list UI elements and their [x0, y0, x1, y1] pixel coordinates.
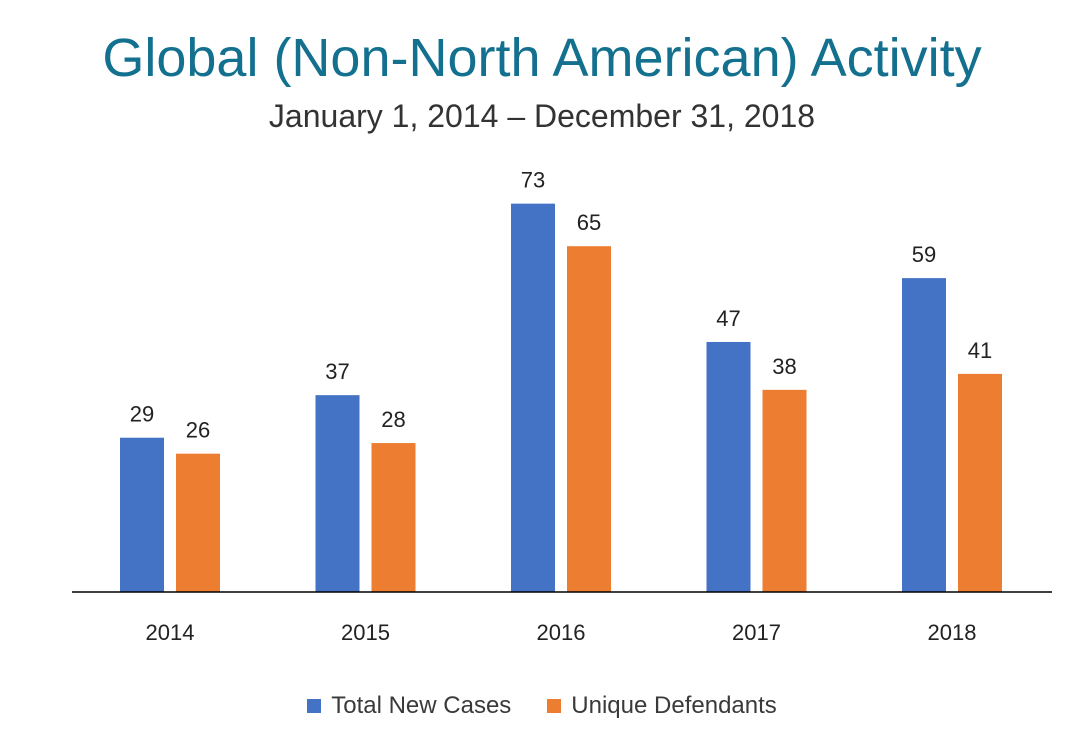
- x-tick-label-2018: 2018: [928, 620, 977, 645]
- legend-item-unique-defendants: Unique Defendants: [547, 692, 777, 720]
- data-label-unique-defendants-2014: 26: [186, 418, 210, 443]
- x-tick-label-2017: 2017: [732, 620, 781, 645]
- data-label-total-new-cases-2014: 29: [130, 402, 154, 427]
- bar-total-new-cases-2017: [706, 341, 751, 592]
- x-tick-label-2014: 2014: [146, 620, 195, 645]
- bar-unique-defendants-2014: [176, 453, 220, 592]
- data-label-total-new-cases-2015: 37: [325, 359, 349, 384]
- data-label-unique-defendants-2018: 41: [968, 338, 992, 363]
- legend-swatch-unique-defendants: [547, 699, 562, 713]
- chart-title: Global (Non-North American) Activity: [102, 28, 982, 88]
- data-label-unique-defendants-2017: 38: [772, 354, 796, 379]
- data-label-total-new-cases-2018: 59: [912, 242, 936, 267]
- legend-swatch-total-new-cases: [307, 699, 322, 713]
- bar-unique-defendants-2015: [371, 443, 416, 592]
- legend-label-unique-defendants: Unique Defendants: [571, 692, 777, 719]
- x-tick-label-2016: 2016: [537, 620, 586, 645]
- x-tick-label-2015: 2015: [341, 620, 390, 645]
- data-label-total-new-cases-2016: 73: [521, 168, 545, 193]
- data-label-total-new-cases-2017: 47: [716, 306, 740, 331]
- legend-item-total-new-cases: Total New Cases: [307, 692, 511, 720]
- data-label-unique-defendants-2016: 65: [577, 210, 601, 235]
- bar-total-new-cases-2018: [902, 278, 946, 592]
- bar-unique-defendants-2017: [762, 389, 807, 592]
- bar-total-new-cases-2015: [315, 395, 360, 592]
- data-label-unique-defendants-2015: 28: [381, 407, 405, 432]
- bar-total-new-cases-2016: [511, 203, 555, 592]
- legend-label-total-new-cases: Total New Cases: [331, 692, 512, 719]
- chart-subtitle: January 1, 2014 – December 31, 2018: [268, 98, 816, 134]
- bar-unique-defendants-2016: [567, 246, 611, 592]
- bar-unique-defendants-2018: [958, 373, 1002, 592]
- chart-legend: Total New Cases Unique Defendants: [0, 690, 1084, 722]
- bar-total-new-cases-2014: [120, 437, 164, 592]
